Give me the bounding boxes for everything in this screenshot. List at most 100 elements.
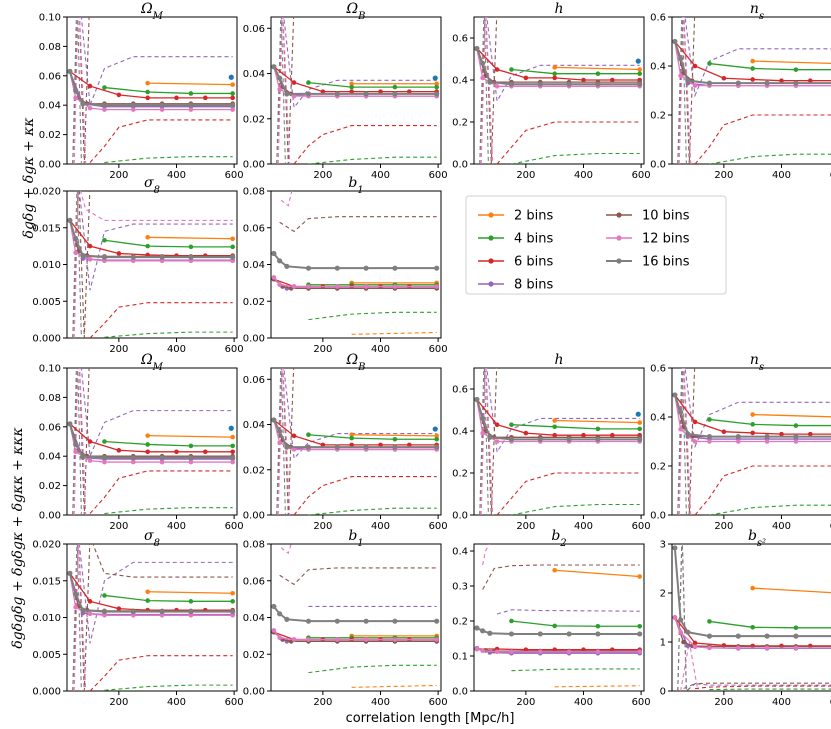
panel-3-ytick-label-0: 0.0 xyxy=(650,160,666,171)
panel-10-band-4-bins xyxy=(104,684,233,691)
panel-9-point-12-bins xyxy=(764,439,770,444)
panel-3-point-6-bins xyxy=(750,77,755,82)
panel-11-point-16-bins xyxy=(363,618,369,624)
panel-8-band-12-bins xyxy=(480,368,494,515)
panel-4-point-6-bins xyxy=(87,243,93,249)
panel-6-ytick-label-4: 0.08 xyxy=(39,393,61,404)
panel-0-point-16-bins xyxy=(159,102,165,108)
panel-2-xtick-label-1: 400 xyxy=(574,170,593,181)
panel-8-marker-point xyxy=(635,411,641,417)
panel-2-point-2-bins xyxy=(637,67,642,72)
panel-1-frame xyxy=(270,16,442,165)
panel-4-line-12-bins xyxy=(69,220,233,262)
panel-2-band-4-bins xyxy=(511,152,640,164)
panel-10-point-16-bins xyxy=(101,609,108,615)
panel-7-point-16-bins xyxy=(277,428,283,434)
panel-11-ytick-label-0: 0.00 xyxy=(243,687,265,698)
panel-9-point-16-bins xyxy=(793,434,799,440)
panel-11-point-16-bins xyxy=(271,603,277,610)
panel-12-band-8-bins xyxy=(496,609,640,615)
panel-10-point-12-bins xyxy=(102,612,107,618)
panel-13-point-16-bins xyxy=(685,629,691,635)
panel-2-point-4-bins xyxy=(637,71,642,76)
panel-10-point-16-bins xyxy=(80,607,86,613)
panel-0-line-4-bins xyxy=(104,86,233,95)
panel-11-xtick-label-1: 400 xyxy=(371,697,390,708)
panel-9-xtick-label-2: 600 xyxy=(830,521,831,532)
panel-11-ytick-label-2: 0.04 xyxy=(243,613,265,624)
panel-13-point-12-bins xyxy=(764,645,770,651)
panel-3-xtick-label-0: 200 xyxy=(714,170,733,181)
panel-1-point-16-bins xyxy=(284,91,290,97)
panel-7-point-4-bins xyxy=(306,432,311,438)
panel-7-point-6-bins xyxy=(407,442,412,448)
panel-13-point-16-bins xyxy=(735,633,741,639)
panel-4-point-12-bins xyxy=(102,258,107,264)
panel-13-xtick-label-2: 600 xyxy=(830,697,831,708)
panel-5-ytick-label-0: 0.00 xyxy=(243,334,265,345)
panel-0-xtick-label-2: 600 xyxy=(225,170,244,181)
panel-2-point-16-bins xyxy=(537,81,543,87)
panel-4-band-12-bins xyxy=(73,191,233,338)
panel-12-point-12-bins xyxy=(509,649,514,655)
panel-12-point-12-bins xyxy=(494,649,500,655)
panel-6-point-6-bins xyxy=(87,439,93,444)
panel-3-ytick-label-1: 0.2 xyxy=(650,111,666,122)
panel-12-point-16-bins xyxy=(508,631,515,637)
panel-6-point-4-bins xyxy=(145,442,150,447)
panel-6-line-4-bins xyxy=(104,440,233,447)
legend-item-2-bins: 2 bins xyxy=(478,209,554,224)
panel-1-plot-area xyxy=(271,17,440,164)
panel-4-point-12-bins xyxy=(73,250,78,256)
panel-12-point-12-bins xyxy=(637,649,642,655)
panel-6-marker-point xyxy=(228,425,234,431)
panel-13-point-16-bins xyxy=(764,633,770,639)
panel-0-point-16-bins xyxy=(67,68,73,74)
panel-9-point-16-bins xyxy=(685,431,691,437)
panel-11-point-12-bins xyxy=(392,637,398,642)
panel-12-point-16-bins xyxy=(487,630,493,636)
panel-1-point-6-bins xyxy=(320,89,326,94)
panel-3-line-2-bins xyxy=(752,60,831,65)
panel-12-title: b2 xyxy=(551,528,566,549)
panel-8-line-12-bins xyxy=(476,399,640,443)
panel-3-point-6-bins xyxy=(779,78,784,83)
panel-11-plot-area xyxy=(271,544,440,688)
panel-6-xtick-label-0: 200 xyxy=(109,521,128,532)
panel-2-xtick-label-0: 200 xyxy=(516,170,535,181)
panel-6-point-6-bins xyxy=(174,449,179,455)
panel-5-ytick-label-2: 0.04 xyxy=(243,260,265,271)
panel-8-point-16-bins xyxy=(508,436,515,442)
panel-13-xtick-label-1: 400 xyxy=(772,697,791,708)
panel-4-point-6-bins xyxy=(116,251,122,256)
panel-13-xtick-label-0: 200 xyxy=(714,697,733,708)
panel-7-b: ΩB 0.00 0.02 0.04 0.06 200 400 600 xyxy=(243,352,448,532)
panel-7-point-4-bins xyxy=(392,436,398,442)
panel-6-xtick-label-1: 400 xyxy=(167,521,186,532)
panel-12-band-2-bins xyxy=(554,685,640,688)
panel-0-band-4-bins xyxy=(104,156,233,164)
panel-13-band-6-bins xyxy=(694,685,831,690)
panel-9-point-12-bins xyxy=(678,426,683,432)
panel-7-point-16-bins xyxy=(284,444,290,450)
panel-0-point-12-bins xyxy=(230,107,235,112)
panel-0-point-12-bins xyxy=(188,107,194,112)
panel-5-point-16-bins xyxy=(277,258,283,264)
panel-0-point-2-bins xyxy=(230,82,235,87)
panel-12-point-4-bins xyxy=(552,623,557,629)
panel-1-band-10-bins xyxy=(276,17,295,164)
panel-6-point-12-bins xyxy=(73,449,78,455)
panel-1-point-6-bins xyxy=(378,89,383,94)
panel-6-point-2-bins xyxy=(145,433,150,438)
panel-12-point-16-bins xyxy=(480,628,486,634)
legend-label: 12 bins xyxy=(642,232,690,247)
panel-11-ytick-label-1: 0.02 xyxy=(243,650,265,661)
panel-12-point-12-bins xyxy=(537,649,543,655)
panel-7-xtick-label-2: 600 xyxy=(429,521,448,532)
panel-7-line-12-bins xyxy=(273,419,437,451)
panel-8-xtick-label-2: 600 xyxy=(632,521,651,532)
panel-9-band-8-bins xyxy=(684,368,831,449)
panel-2-line-12-bins xyxy=(476,48,640,87)
panel-3-title: ns xyxy=(750,1,764,22)
panel-9-point-6-bins xyxy=(721,429,727,435)
